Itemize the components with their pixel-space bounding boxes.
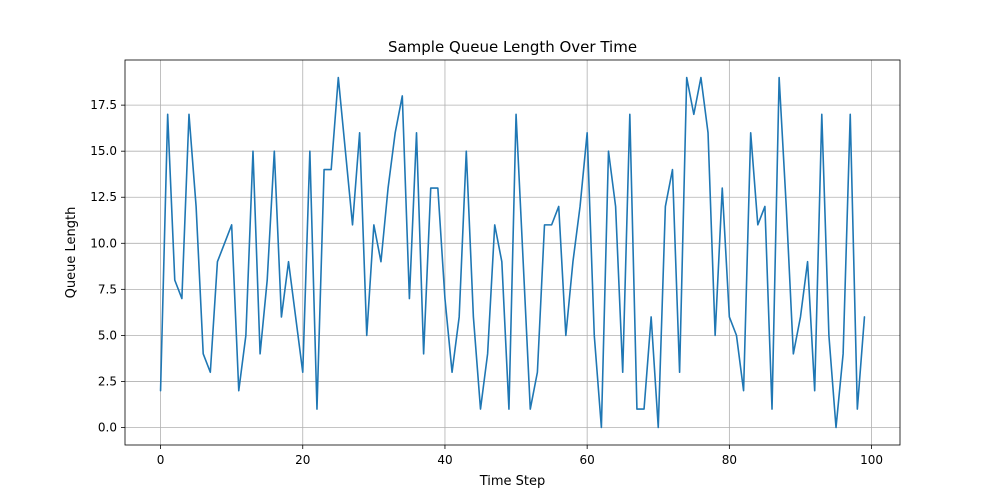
x-tick-label: 100 <box>860 453 883 467</box>
x-axis-label: Time Step <box>479 474 546 489</box>
y-tick-label: 2.5 <box>98 374 117 388</box>
y-axis-label: Queue Length <box>64 207 79 299</box>
y-tick-label: 12.5 <box>90 190 117 204</box>
y-tick-label: 17.5 <box>90 98 117 112</box>
x-tick-label: 60 <box>580 453 595 467</box>
x-tick-label: 20 <box>295 453 310 467</box>
plot-frame <box>124 59 901 446</box>
series-line <box>159 76 866 429</box>
y-tick-label: 0.0 <box>98 421 117 435</box>
chart-title: Sample Queue Length Over Time <box>388 38 637 56</box>
y-tick-label: 15.0 <box>90 144 117 158</box>
y-tick-label: 7.5 <box>98 282 117 296</box>
series-layer <box>159 76 866 429</box>
y-tick-label: 10.0 <box>90 236 117 250</box>
x-tick-label: 40 <box>437 453 452 467</box>
y-tick-label: 5.0 <box>98 328 117 342</box>
x-tick-label: 80 <box>722 453 737 467</box>
axis-ticks: 0 20 40 60 80 100 0.0 2.5 5.0 7.5 10.0 12.5 15.0 17.5 <box>90 98 883 467</box>
x-tick-label: 0 <box>157 453 165 467</box>
